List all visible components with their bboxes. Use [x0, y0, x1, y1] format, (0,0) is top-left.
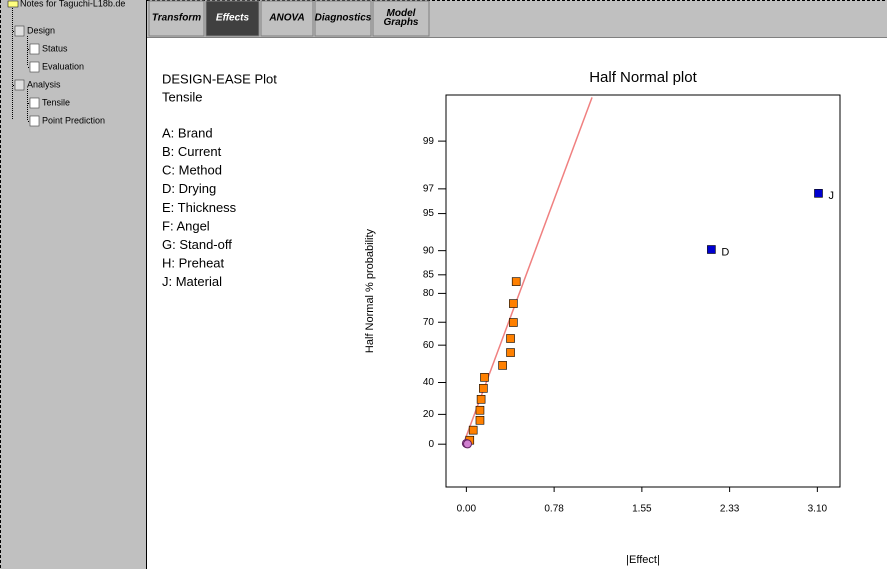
y-tick-label: 85 [423, 269, 435, 280]
tab[interactable] [260, 0, 314, 37]
point-label: D [721, 246, 729, 258]
point [814, 189, 823, 198]
point [476, 395, 486, 404]
plot-frame [445, 94, 841, 488]
tab-label[interactable]: Effects [216, 13, 250, 24]
x-tick-label: 2.33 [720, 504, 740, 515]
tree-item[interactable]: Evaluation [42, 61, 84, 71]
y-tick-label: 60 [423, 340, 435, 351]
point [509, 318, 518, 327]
tab-label[interactable]: Transform [152, 13, 201, 24]
tab-label[interactable]: Diagnostics [315, 13, 372, 24]
factor: D: Drying [162, 181, 216, 196]
tree-item[interactable]: Analysis [27, 79, 61, 89]
factor: F: Angel [162, 218, 210, 233]
tab[interactable] [314, 0, 372, 37]
tabs: Transform Effects ANOVA Diagnostics ModelGra… [148, 0, 430, 37]
tree-item[interactable]: Tensile [42, 97, 70, 107]
x-tick-label: 3.10 [808, 504, 828, 515]
tab-label[interactable]: ANOVA [268, 13, 304, 24]
point [475, 415, 485, 425]
tree-icon [14, 25, 25, 37]
x-tick-label: 0.00 [457, 504, 477, 515]
tree: Design Status Evaluation Analysis Tensile Poi… [13, 25, 105, 127]
tree-selection [41, 96, 81, 110]
file-icon [7, 0, 19, 8]
factor: A: Brand [162, 125, 213, 140]
sidebar [0, 0, 147, 569]
info-panel: DESIGN-EASE Plot Tensile A: Brand B: Curren… [162, 71, 277, 289]
factor: C: Method [162, 163, 222, 178]
point [498, 361, 507, 370]
factor: G: Stand-off [162, 237, 232, 252]
tree-icon [29, 97, 40, 109]
point-label: J [828, 190, 834, 202]
y-tick-label: 0 [428, 439, 434, 450]
factor: J: Material [162, 274, 222, 289]
point [463, 439, 473, 449]
y-axis-label: Half Normal % probability [364, 228, 376, 353]
chart: Half Normal plot |Effect| Half Normal % pr… [364, 69, 841, 566]
y-tick-label: 97 [423, 183, 435, 194]
x-axis-label: |Effect| [626, 554, 660, 566]
window-title: Notes for Taguchi-L18b.de [20, 0, 125, 8]
tab-label[interactable]: Model [387, 8, 416, 19]
tree-icon [14, 79, 25, 91]
tree-icon [29, 43, 40, 55]
point [707, 245, 716, 254]
point [511, 277, 521, 286]
response-name: Tensile [162, 89, 202, 104]
factor: H: Preheat [162, 256, 225, 271]
y-tick-label: 40 [423, 377, 435, 388]
tree-icon [29, 115, 40, 127]
y-tick-label: 90 [423, 245, 435, 256]
point [479, 384, 488, 393]
x-tick-label: 0.78 [544, 504, 564, 515]
point [480, 373, 489, 382]
point [468, 425, 478, 435]
tree-item[interactable]: Design [27, 25, 55, 35]
chart-title: Half Normal plot [589, 69, 697, 86]
factor: B: Current [162, 144, 222, 159]
y-tick-label: 70 [423, 317, 435, 328]
tree-item[interactable]: Status [42, 43, 68, 53]
y-tick-label: 99 [423, 136, 435, 147]
x-tick-label: 1.55 [632, 504, 652, 515]
tab[interactable] [372, 0, 430, 37]
y-tick-label: 80 [423, 288, 435, 299]
tab-label[interactable]: Graphs [383, 17, 418, 28]
y-tick-label: 95 [423, 208, 435, 219]
point [475, 405, 485, 415]
tab[interactable] [205, 0, 260, 37]
tab[interactable] [148, 0, 205, 37]
tree-item[interactable]: Point Prediction [42, 115, 105, 125]
point [506, 334, 515, 343]
plot-heading: DESIGN-EASE Plot [162, 71, 277, 86]
point [506, 348, 515, 357]
factor: E: Thickness [162, 200, 237, 215]
y-tick-label: 20 [423, 409, 435, 420]
point [509, 299, 518, 308]
tree-icon [29, 61, 40, 73]
